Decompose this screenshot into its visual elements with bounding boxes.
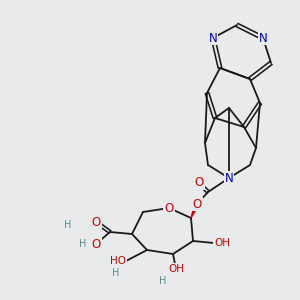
Text: N: N (259, 32, 267, 44)
Text: H: H (159, 276, 167, 286)
Text: H: H (79, 239, 87, 249)
Text: O: O (92, 215, 100, 229)
Text: O: O (192, 197, 202, 211)
Text: N: N (208, 32, 217, 44)
Polygon shape (191, 203, 199, 218)
Text: N: N (225, 172, 233, 184)
Text: O: O (194, 176, 204, 190)
Text: O: O (164, 202, 174, 214)
Text: OH: OH (214, 238, 230, 248)
Text: OH: OH (168, 264, 184, 274)
Text: H: H (64, 220, 72, 230)
Text: H: H (112, 268, 120, 278)
Text: HO: HO (110, 256, 126, 266)
Text: O: O (92, 238, 100, 250)
